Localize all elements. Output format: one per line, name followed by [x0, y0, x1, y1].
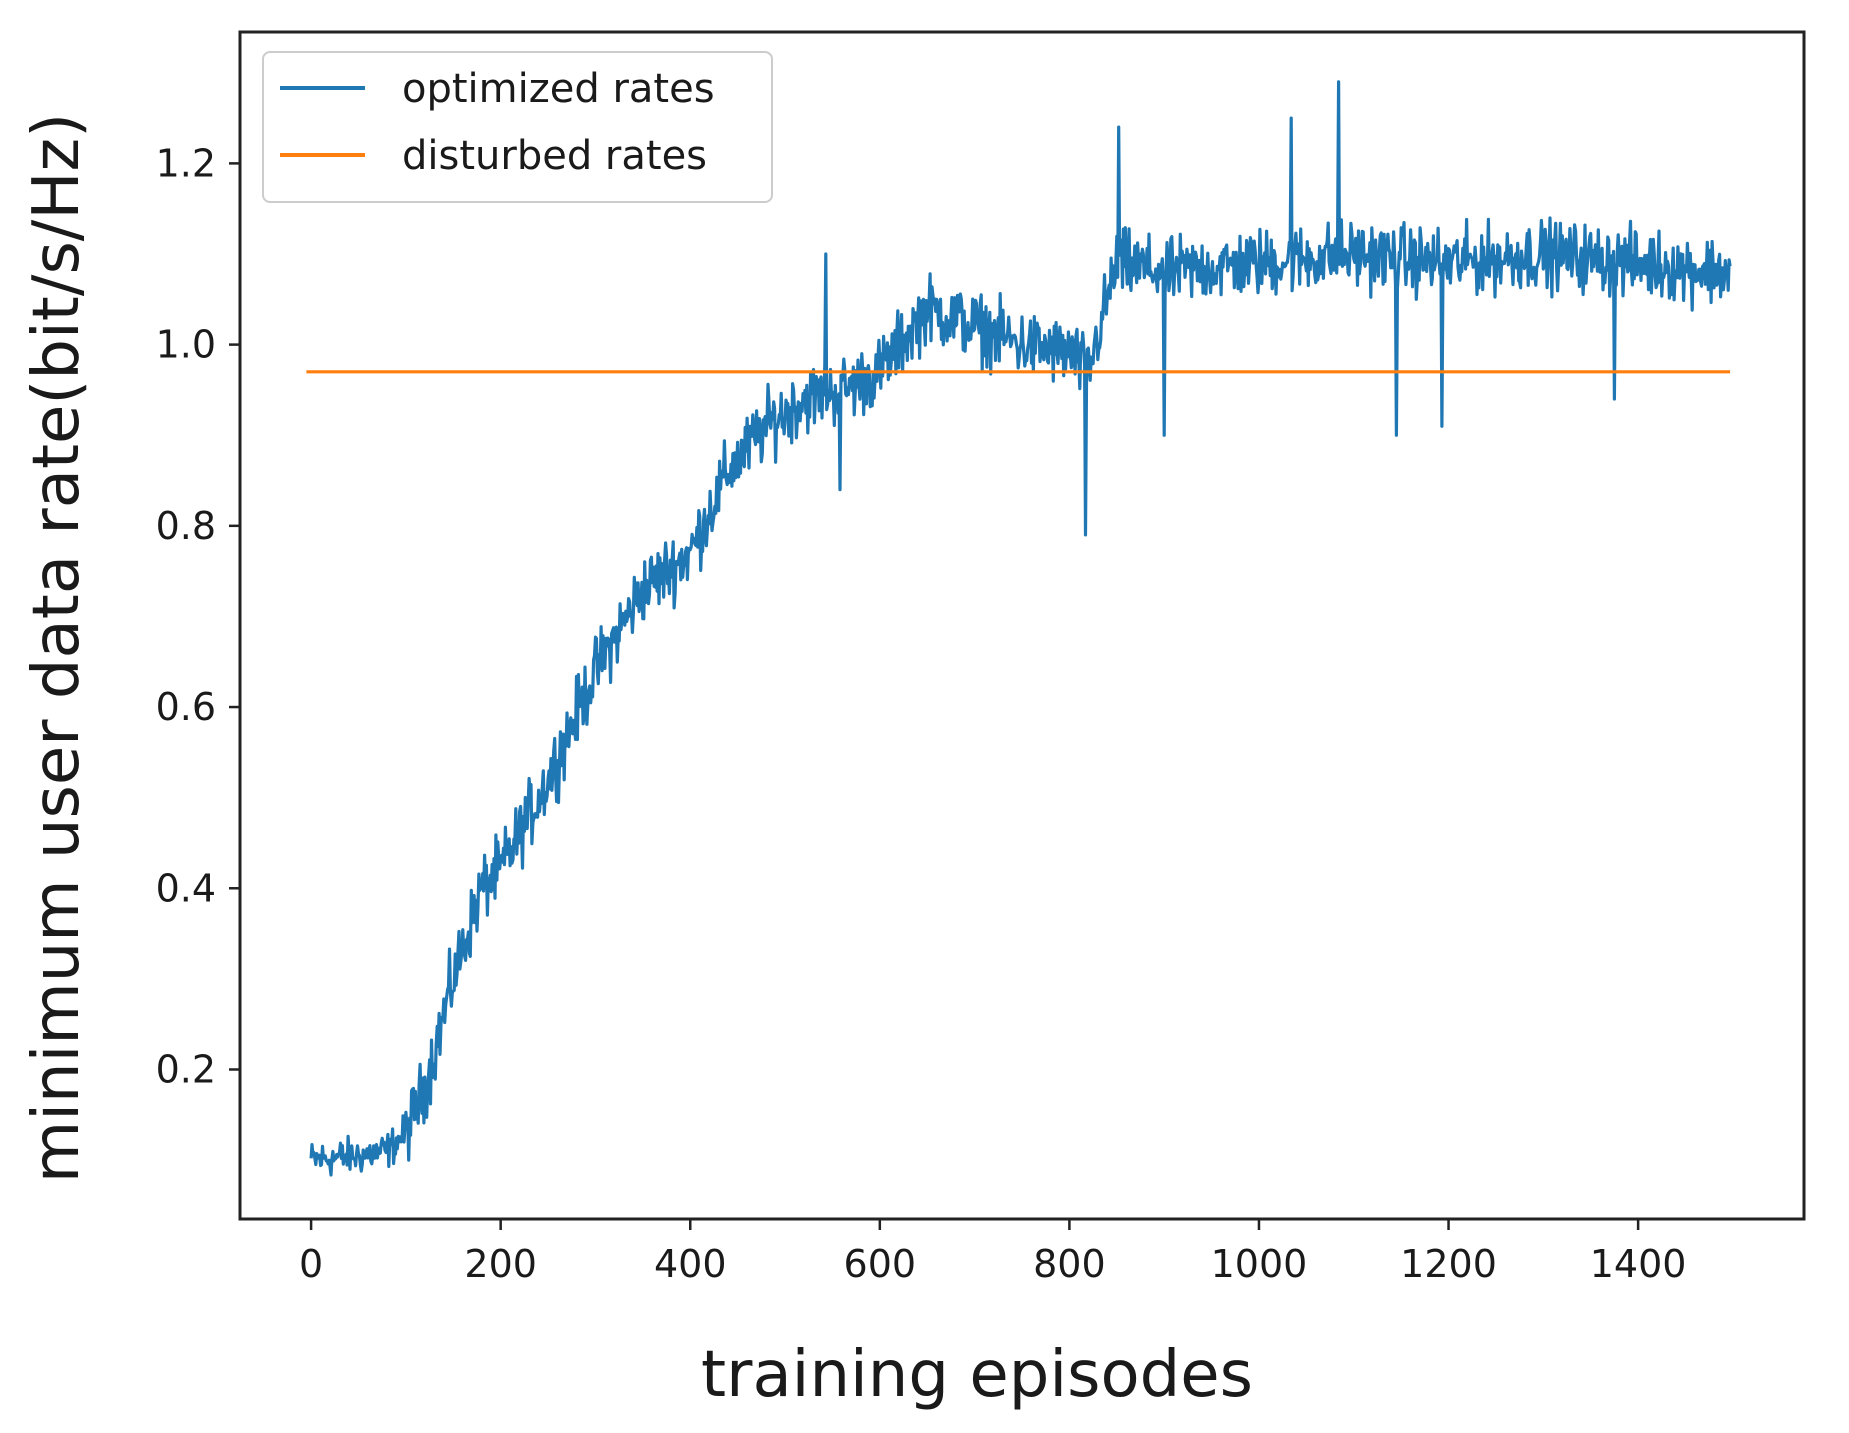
x-tick-label: 400 [654, 1242, 727, 1286]
y-tick-label: 0.6 [156, 685, 216, 729]
x-tick-label: 600 [844, 1242, 917, 1286]
y-tick-label: 0.2 [156, 1047, 216, 1091]
plot-frame [238, 30, 1806, 1221]
y-tick-label: 0.4 [156, 866, 216, 910]
series-layer [306, 80, 1732, 1177]
x-tick-label: 200 [464, 1242, 537, 1286]
y-tick-label: 1.2 [156, 141, 216, 185]
series-line-optimized-rates [309, 80, 1732, 1177]
y-tick-label: 1.0 [156, 323, 216, 367]
x-axis: 0 200 400 600 800 1000 1200 1400 [299, 1219, 1686, 1286]
y-axis-title: minimum user data rate(bit/s/Hz) [20, 113, 94, 1183]
legend-label-optimized-rates: optimized rates [402, 66, 715, 112]
x-tick-label: 0 [299, 1242, 323, 1286]
y-axis: 0.2 0.4 0.6 0.8 1.0 1.2 [156, 141, 240, 1091]
legend-label-disturbed-rates: disturbed rates [402, 133, 707, 179]
x-tick-label: 800 [1033, 1242, 1106, 1286]
legend: optimized rates disturbed rates [262, 51, 773, 203]
x-axis-title: training episodes [701, 1338, 1253, 1412]
x-tick-label: 1000 [1211, 1242, 1308, 1286]
y-tick-label: 0.8 [156, 504, 216, 548]
legend-box [262, 51, 773, 203]
x-tick-label: 1200 [1400, 1242, 1497, 1286]
x-tick-label: 1400 [1590, 1242, 1687, 1286]
